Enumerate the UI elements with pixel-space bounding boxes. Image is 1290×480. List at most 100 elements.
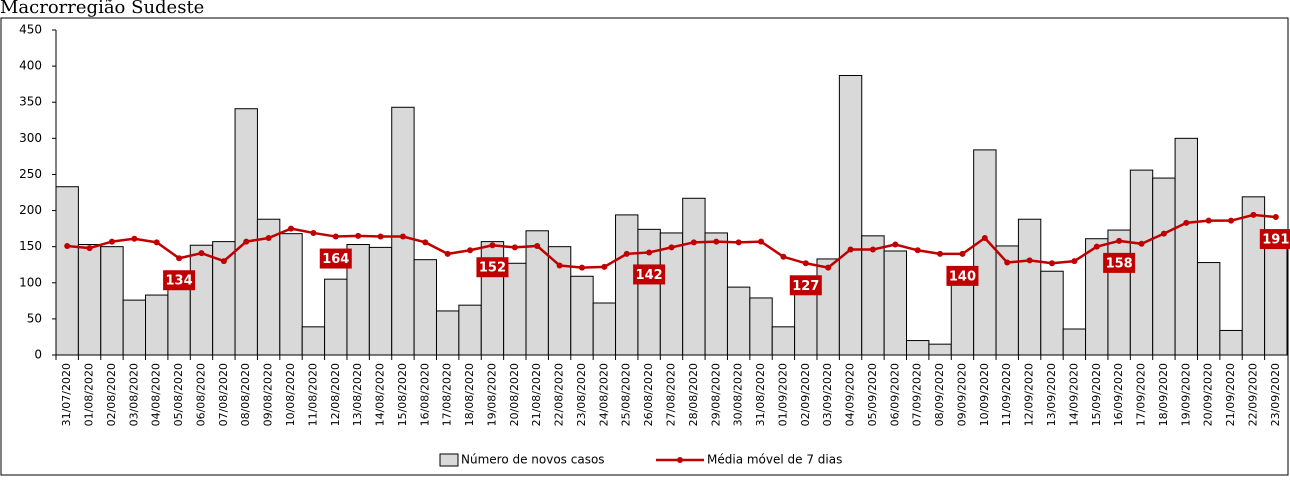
- line-point: [64, 242, 71, 249]
- x-tick-label: 19/08/2020: [485, 363, 498, 426]
- x-tick-label: 22/09/2020: [1246, 363, 1259, 426]
- x-tick-label: 20/08/2020: [508, 363, 521, 426]
- line-point: [153, 239, 160, 246]
- value-label-box: [476, 257, 509, 278]
- x-tick-label: 03/09/2020: [821, 363, 834, 426]
- x-tick-label: 04/08/2020: [150, 363, 163, 426]
- line-point: [198, 250, 205, 257]
- x-tick-label: 02/09/2020: [799, 363, 812, 426]
- x-tick-label: 18/09/2020: [1157, 363, 1170, 426]
- line-point: [444, 250, 451, 257]
- x-tick-label: 29/08/2020: [709, 363, 722, 426]
- bar: [1040, 270, 1064, 356]
- x-tick-label: 05/08/2020: [172, 363, 185, 426]
- line-point: [556, 262, 563, 269]
- line-point: [86, 245, 93, 252]
- line-point: [1048, 260, 1055, 267]
- x-tick-label: 21/09/2020: [1224, 363, 1237, 426]
- line-point: [265, 235, 272, 241]
- x-tick-label: 06/09/2020: [888, 363, 901, 426]
- x-tick-label: 14/09/2020: [1067, 363, 1080, 426]
- bar: [1241, 196, 1266, 356]
- value-label: 158: [1106, 256, 1133, 271]
- bar: [637, 228, 661, 356]
- line-point: [355, 232, 362, 239]
- line-point: [377, 233, 384, 240]
- x-tick-label: 08/08/2020: [239, 363, 252, 426]
- line-point: [802, 260, 809, 267]
- x-tick-label: 01/08/2020: [83, 363, 96, 426]
- x-tick-label: 16/09/2020: [1112, 363, 1125, 426]
- bar: [592, 302, 617, 356]
- line-point: [892, 241, 899, 248]
- bar: [145, 294, 169, 356]
- x-tick-label: 30/08/2020: [732, 363, 745, 426]
- x-tick-label: 07/08/2020: [217, 363, 230, 426]
- line-point: [467, 247, 474, 254]
- y-tick-label: 150: [19, 239, 42, 253]
- y-tick-label: 100: [19, 275, 42, 289]
- bar: [525, 230, 549, 356]
- value-label: 142: [636, 268, 663, 283]
- value-label: 152: [479, 261, 506, 276]
- bar: [77, 244, 102, 356]
- value-label-box: [319, 248, 352, 269]
- bar: [749, 297, 773, 356]
- bar: [368, 246, 393, 356]
- bar: [726, 286, 751, 356]
- value-label-box: [163, 270, 196, 291]
- line-point: [601, 263, 608, 270]
- x-tick-label: 16/08/2020: [418, 363, 431, 426]
- line-point: [422, 239, 429, 246]
- line-point: [1093, 243, 1100, 250]
- line-point: [176, 255, 183, 262]
- x-tick-label: 05/09/2020: [866, 363, 879, 426]
- x-tick-label: 28/08/2020: [687, 363, 700, 426]
- y-tick-label: 0: [34, 348, 42, 362]
- bar: [838, 75, 863, 356]
- bar: [234, 108, 258, 356]
- x-tick-label: 10/09/2020: [978, 363, 991, 426]
- x-tick-label: 15/09/2020: [1090, 363, 1103, 426]
- x-tick-label: 14/08/2020: [374, 363, 387, 426]
- line-point: [646, 249, 653, 256]
- x-tick-label: 23/08/2020: [575, 363, 588, 426]
- line-point: [332, 233, 339, 240]
- x-tick-label: 26/08/2020: [642, 363, 655, 426]
- value-label-box: [633, 264, 666, 285]
- line-point: [758, 238, 765, 245]
- x-tick-label: 09/09/2020: [955, 363, 968, 426]
- bar: [659, 232, 684, 356]
- x-tick-label: 15/08/2020: [396, 363, 409, 426]
- x-tick-label: 04/09/2020: [844, 363, 857, 426]
- line-point: [1228, 217, 1235, 224]
- line-point: [1272, 214, 1279, 221]
- line-point: [780, 253, 787, 260]
- chart-title: Macrorregião Sudeste: [0, 0, 204, 18]
- line-point: [1071, 258, 1078, 265]
- line-point: [108, 238, 115, 245]
- bar: [1264, 242, 1288, 356]
- line-point: [1183, 219, 1190, 226]
- bar: [324, 278, 348, 356]
- value-label-box: [789, 275, 822, 296]
- x-tick-label: 31/08/2020: [754, 363, 767, 426]
- x-tick-label: 23/09/2020: [1269, 363, 1282, 426]
- y-tick-label: 450: [19, 23, 42, 37]
- value-label-box: [1259, 229, 1290, 250]
- bar: [861, 235, 885, 356]
- bar: [906, 340, 930, 356]
- bar: [100, 246, 124, 356]
- line-point: [220, 258, 227, 265]
- x-tick-label: 17/08/2020: [441, 363, 454, 426]
- x-tick-label: 10/08/2020: [284, 363, 297, 426]
- bar: [1196, 262, 1221, 356]
- x-tick-label: 25/08/2020: [620, 363, 633, 426]
- y-tick-label: 300: [19, 131, 42, 145]
- y-tick-label: 250: [19, 167, 42, 181]
- line-point: [825, 264, 832, 271]
- bar: [1174, 137, 1198, 356]
- line-point: [713, 238, 720, 245]
- x-tick-label: 18/08/2020: [463, 363, 476, 426]
